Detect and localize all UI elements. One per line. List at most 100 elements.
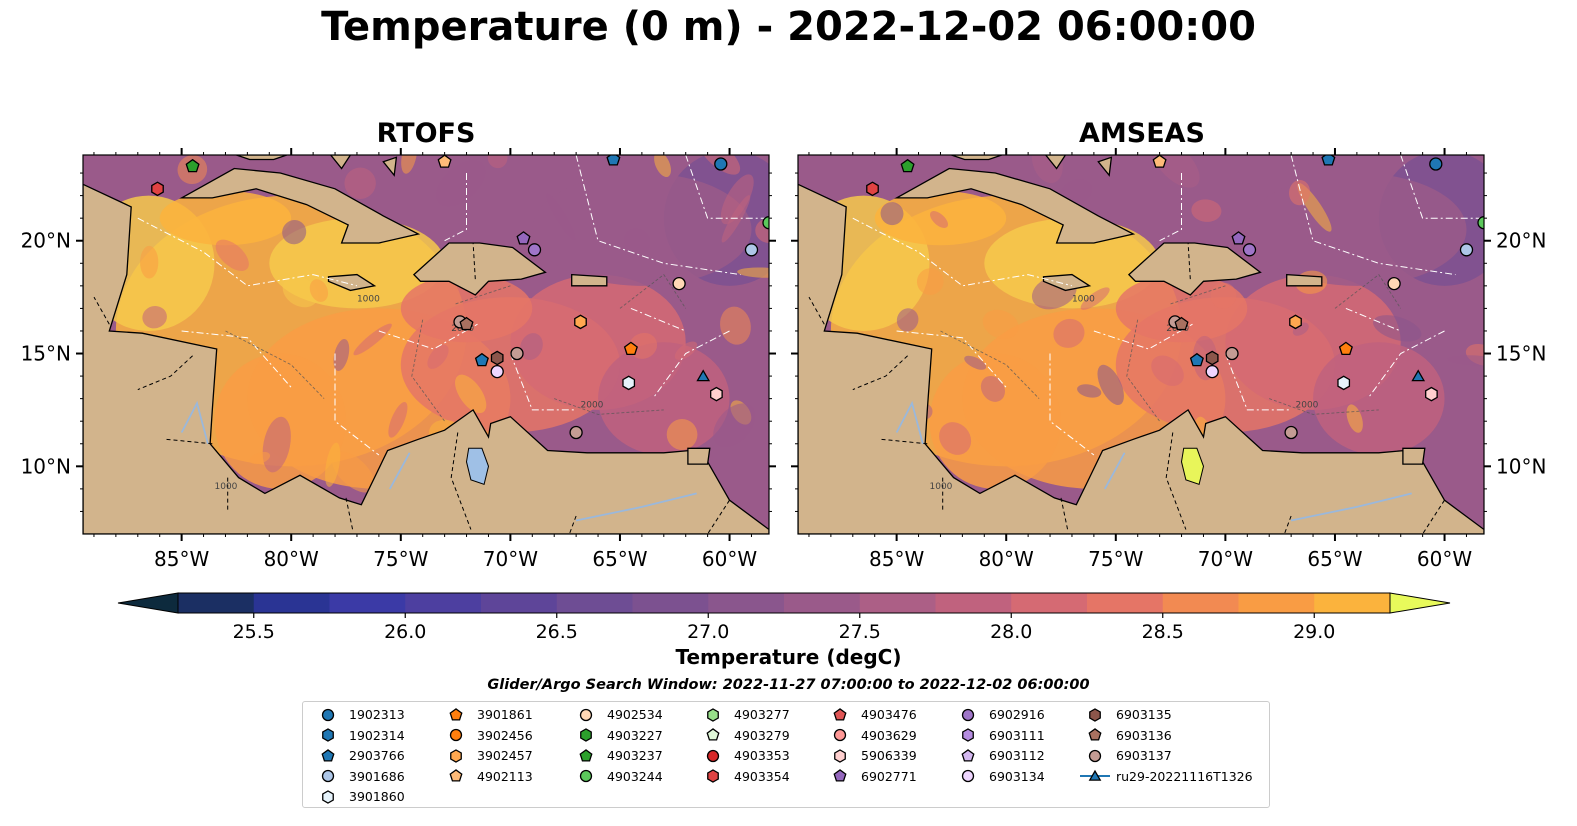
legend-label: 4903354	[734, 768, 790, 784]
obs-marker-6903137	[1284, 425, 1298, 440]
x-tick-label: 80°W	[979, 547, 1034, 571]
obs-marker-6902916	[527, 243, 542, 257]
legend-marker-icon	[707, 769, 719, 783]
colorbar-tick-label: 27.5	[839, 621, 881, 643]
legend-item: 3901860	[311, 787, 405, 806]
map-panel-0: 1000200010002000	[83, 155, 769, 534]
obs-marker-3901860	[622, 375, 636, 391]
legend-item: ru29-20221116T1326	[1078, 767, 1253, 786]
legend-label: 6903135	[1116, 707, 1172, 722]
legend-label: 6903112	[989, 748, 1045, 763]
legend-marker-icon	[707, 707, 719, 722]
panel-title-amseas: AMSEAS	[1079, 118, 1205, 149]
legend-marker-icon	[579, 748, 593, 762]
obs-marker-ru29-20221116T1326	[1411, 369, 1426, 382]
x-tick-label: 85°W	[869, 547, 924, 571]
land-puertoRico	[1286, 273, 1323, 287]
colorbar-tick-label: 27.0	[687, 621, 729, 643]
obs-marker-4903244	[1477, 216, 1484, 230]
land-bahamas2	[1097, 156, 1113, 177]
legend-marker-icon	[450, 748, 462, 763]
legend-label: 6903136	[1116, 727, 1172, 743]
legend-marker-icon	[580, 728, 592, 742]
legend-label: 4902113	[477, 768, 533, 784]
legend-marker-icon	[1080, 769, 1110, 781]
legend-label: 6903134	[989, 768, 1045, 784]
contour-label: 2000	[1296, 401, 1319, 411]
legend-marker-icon	[833, 769, 847, 782]
legend-item: 4902113	[439, 767, 533, 786]
legend-marker-icon	[322, 789, 334, 804]
obs-marker-3901686	[1459, 243, 1474, 257]
lake-maracaibo	[1180, 447, 1205, 486]
legend-label: 3901686	[349, 768, 405, 784]
colorbar-tick-label: 25.5	[233, 621, 275, 643]
land-jamaica	[1042, 273, 1092, 292]
obs-marker-4903244	[762, 216, 769, 230]
obs-marker-3901861	[1338, 341, 1353, 355]
obs-marker-6903136	[459, 316, 474, 331]
obs-marker-1902313	[1429, 157, 1443, 171]
legend-marker-icon	[833, 707, 847, 721]
legend-marker-icon	[833, 728, 847, 742]
land-cuba	[894, 167, 1136, 244]
legend-label: 4903353	[734, 748, 790, 763]
obs-marker-4903354	[151, 181, 164, 197]
legend-item: 6903111	[951, 726, 1045, 745]
land-trinidad	[687, 447, 711, 465]
colorbar-segment	[784, 593, 861, 613]
legend-marker-icon	[961, 748, 975, 762]
colorbar-segment	[253, 593, 330, 613]
legend-label: 6903111	[989, 727, 1045, 743]
obs-marker-4903354	[866, 181, 879, 197]
map-panel-1: 1000200010002000	[798, 155, 1484, 534]
legend-marker-icon	[706, 749, 720, 762]
x-tick-label: 70°W	[483, 547, 538, 571]
legend-item: 4903476	[823, 705, 917, 724]
obs-marker-ru29-20221116T1326	[696, 369, 711, 382]
colorbar-segment	[1087, 593, 1164, 613]
panel-frame	[797, 154, 1485, 535]
legend-item: 2903766	[311, 746, 405, 765]
legend-item: 4903277	[696, 705, 790, 724]
x-tick-label: 75°W	[373, 547, 428, 571]
obs-marker-3901686	[744, 243, 759, 257]
legend-item: 6903134	[951, 767, 1045, 786]
colorbar-segment	[1314, 593, 1391, 613]
x-tick-label: 75°W	[1088, 547, 1143, 571]
colorbar-tick-label: 28.5	[1142, 621, 1184, 643]
legend-label: 1902314	[349, 727, 405, 743]
colorbar-tick-label: 28.0	[990, 621, 1032, 643]
legend-marker-icon	[706, 728, 720, 741]
legend-label: 4903629	[861, 727, 917, 743]
obs-marker-4903237	[900, 158, 915, 173]
legend-marker-icon	[961, 708, 975, 721]
legend-item: 3902457	[439, 746, 533, 765]
legend-marker-icon	[962, 728, 974, 742]
colorbar-segment	[1238, 593, 1315, 613]
legend-label: 4903279	[734, 727, 790, 743]
legend-item: 1902314	[311, 726, 405, 745]
y-tick-label: 15°N	[21, 342, 71, 366]
legend-marker-icon	[322, 728, 334, 742]
land-puertoRico	[571, 273, 608, 287]
legend-item: 6902916	[951, 705, 1045, 724]
x-tick-label: 65°W	[592, 547, 647, 571]
colorbar-segment	[1011, 593, 1088, 613]
legend-label: 4903237	[607, 748, 663, 763]
legend-item: 4903237	[569, 746, 663, 765]
obs-marker-5906339	[1425, 386, 1438, 402]
legend-label: 4903476	[861, 707, 917, 722]
contour-label: 1000	[357, 295, 380, 305]
obs-marker-2903766	[1189, 352, 1204, 367]
legend-label: 4903227	[607, 727, 663, 743]
legend-label: 6902916	[989, 707, 1045, 722]
legend-label: 6903137	[1116, 748, 1172, 763]
obs-marker-3901860	[1337, 375, 1351, 391]
y-tick-label: 15°N	[1496, 342, 1546, 366]
legend-label: ru29-20221116T1326	[1116, 768, 1253, 784]
panel-frame	[82, 154, 770, 535]
legend-marker-icon	[321, 748, 335, 762]
obs-marker-4902534	[1387, 276, 1401, 291]
colorbar-segment	[1162, 593, 1239, 613]
